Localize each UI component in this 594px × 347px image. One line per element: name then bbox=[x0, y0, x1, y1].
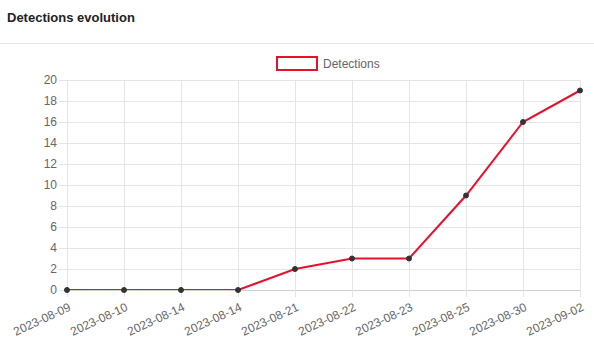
legend-label: Detections bbox=[323, 57, 380, 71]
x-tick-label: 2023-08-30 bbox=[467, 300, 529, 339]
y-tick-label: 10 bbox=[44, 178, 58, 192]
x-tick-label: 2023-08-14 bbox=[125, 300, 187, 339]
y-tick-label: 0 bbox=[50, 283, 57, 297]
y-grid-line bbox=[59, 290, 580, 291]
x-tick-label: 2023-08-25 bbox=[410, 300, 472, 339]
x-grid-line bbox=[181, 80, 182, 297]
x-tick-label: 2023-09-02 bbox=[524, 300, 586, 339]
x-grid-line bbox=[238, 80, 239, 297]
x-tick-label: 2023-08-14 bbox=[182, 300, 244, 339]
data-point bbox=[350, 256, 355, 261]
y-tick: 4 bbox=[50, 241, 580, 255]
y-tick: 6 bbox=[50, 220, 580, 234]
x-tick: 2023-08-09 bbox=[11, 80, 73, 339]
x-tick: 2023-08-14 bbox=[182, 80, 244, 339]
y-grid-line bbox=[59, 164, 580, 165]
data-point bbox=[236, 288, 241, 293]
x-tick: 2023-08-25 bbox=[410, 80, 472, 339]
x-tick-label: 2023-08-10 bbox=[68, 300, 130, 339]
legend: Detections bbox=[277, 57, 380, 71]
x-grid-line bbox=[124, 80, 125, 297]
data-point bbox=[578, 88, 583, 93]
y-grid-line bbox=[59, 248, 580, 249]
y-grid-line bbox=[59, 227, 580, 228]
legend-swatch bbox=[277, 57, 317, 70]
x-tick-label: 2023-08-09 bbox=[11, 300, 73, 339]
y-grid-line bbox=[59, 101, 580, 102]
data-point bbox=[179, 288, 184, 293]
y-grid-line bbox=[59, 206, 580, 207]
y-tick-label: 6 bbox=[50, 220, 57, 234]
x-grid-line bbox=[352, 80, 353, 297]
x-tick-label: 2023-08-21 bbox=[239, 300, 301, 339]
y-tick-label: 8 bbox=[50, 199, 57, 213]
series-line-group bbox=[67, 91, 580, 291]
x-tick: 2023-08-22 bbox=[296, 80, 358, 339]
chart-title: Detections evolution bbox=[7, 10, 135, 25]
y-grid-line bbox=[59, 122, 580, 123]
x-tick: 2023-08-30 bbox=[467, 80, 529, 339]
x-axis: 2023-08-092023-08-102023-08-142023-08-14… bbox=[11, 80, 586, 339]
y-tick: 0 bbox=[50, 283, 580, 297]
x-grid-line bbox=[409, 80, 410, 297]
data-point bbox=[464, 193, 469, 198]
x-tick: 2023-09-02 bbox=[524, 80, 586, 339]
x-grid-line bbox=[67, 80, 68, 297]
y-grid-line bbox=[59, 185, 580, 186]
series-line bbox=[67, 91, 580, 291]
data-point bbox=[521, 120, 526, 125]
y-axis: 0 2 4 6 8 10 12 14 16 18 20 bbox=[44, 73, 580, 297]
x-grid-line bbox=[466, 80, 467, 297]
y-tick-label: 12 bbox=[44, 157, 58, 171]
x-tick-label: 2023-08-23 bbox=[353, 300, 415, 339]
x-grid-line bbox=[295, 80, 296, 297]
x-grid-line bbox=[580, 80, 581, 297]
series-points bbox=[65, 88, 583, 293]
chart-root: Detections evolution 0 2 4 6 8 10 12 14 16 18 20 202… bbox=[0, 0, 594, 347]
y-tick-label: 20 bbox=[44, 73, 58, 87]
y-grid-line bbox=[59, 143, 580, 144]
x-tick: 2023-08-14 bbox=[125, 80, 187, 339]
x-tick: 2023-08-21 bbox=[239, 80, 301, 339]
x-tick: 2023-08-10 bbox=[68, 80, 130, 339]
y-tick: 8 bbox=[50, 199, 580, 213]
x-tick: 2023-08-23 bbox=[353, 80, 415, 339]
header-separator bbox=[0, 43, 594, 44]
data-point bbox=[65, 288, 70, 293]
y-tick-label: 14 bbox=[44, 136, 58, 150]
x-tick-label: 2023-08-22 bbox=[296, 300, 358, 339]
x-axis-line bbox=[68, 290, 581, 291]
y-tick-label: 18 bbox=[44, 94, 58, 108]
x-grid-line bbox=[523, 80, 524, 297]
data-point bbox=[122, 288, 127, 293]
y-tick-label: 4 bbox=[50, 241, 57, 255]
y-tick-label: 2 bbox=[50, 262, 57, 276]
y-tick-label: 16 bbox=[44, 115, 58, 129]
data-point bbox=[407, 256, 412, 261]
plot-area: 024681012141618202023-08-092023-08-10202… bbox=[11, 73, 586, 338]
y-grid-line bbox=[59, 269, 580, 270]
y-grid-line bbox=[59, 80, 580, 81]
data-point bbox=[293, 267, 298, 272]
